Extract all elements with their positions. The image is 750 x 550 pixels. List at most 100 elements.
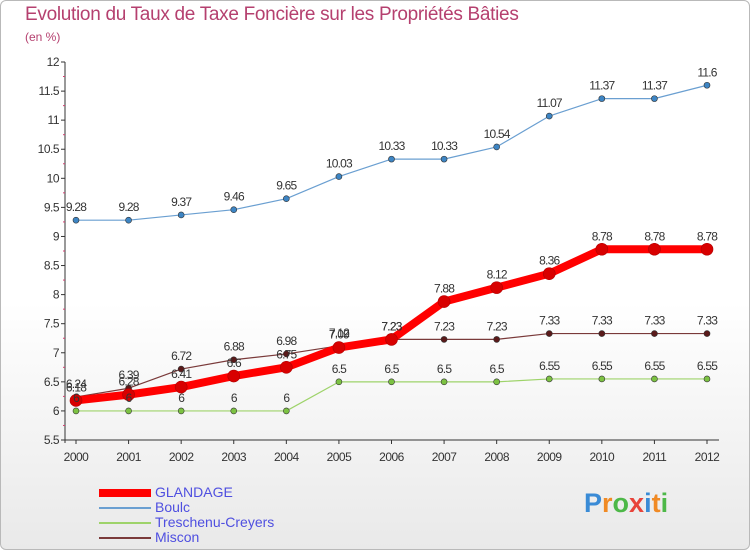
x-tick-label: 2003: [221, 450, 247, 464]
legend-label-boulc: Boulc: [155, 499, 191, 515]
data-point-miscon: [177, 365, 185, 373]
x-tick-label: 2007: [432, 450, 458, 464]
data-point-boulc: [283, 195, 290, 202]
data-label-boulc: 9.28: [119, 200, 140, 214]
chart-unit-label: (en %): [25, 30, 61, 44]
x-tick-label: 2002: [169, 450, 195, 464]
data-point-boulc: [545, 112, 553, 120]
data-label-glandage: 6.18: [66, 380, 87, 394]
data-label-boulc: 10.03: [326, 157, 353, 171]
data-point-treschenu-creyers: [335, 378, 343, 386]
data-label-miscon: 7.33: [539, 314, 560, 328]
data-point-treschenu-creyers: [177, 407, 185, 415]
logo-letter: t: [651, 488, 661, 518]
data-label-miscon: 7.23: [487, 319, 508, 333]
data-point-treschenu-creyers: [388, 378, 395, 386]
data-point-miscon: [230, 356, 238, 364]
data-point-boulc: [651, 95, 658, 102]
data-point-glandage: [174, 380, 188, 394]
data-label-treschenu-creyers: 6.55: [697, 359, 718, 373]
x-tick-label: 2012: [695, 450, 721, 464]
data-label-treschenu-creyers: 6: [73, 391, 80, 405]
data-label-glandage: 7.23: [381, 319, 402, 333]
data-point-boulc: [440, 155, 448, 163]
logo-letter: i: [644, 488, 652, 518]
legend-swatch-glandage: [99, 489, 151, 497]
data-label-miscon: 7.23: [381, 319, 402, 333]
data-label-glandage: 6.75: [276, 347, 297, 361]
data-label-boulc: 10.33: [378, 139, 405, 153]
data-point-glandage: [595, 242, 609, 256]
x-tick-label: 2005: [327, 450, 353, 464]
data-label-glandage: 6.6: [227, 356, 242, 370]
legend-swatch-treschenu-creyers: [99, 522, 151, 524]
data-label-miscon: 7.12: [329, 326, 350, 340]
data-point-boulc: [493, 143, 500, 151]
legend-swatch-boulc: [99, 507, 151, 509]
data-point-glandage: [122, 388, 135, 401]
y-tick-label: 7: [53, 346, 60, 360]
data-label-miscon: 6.98: [276, 334, 297, 348]
data-label-miscon: 7.33: [644, 314, 665, 328]
data-point-treschenu-creyers: [598, 375, 606, 383]
legend-label-glandage: GLANDAGE: [155, 484, 233, 500]
data-point-treschenu-creyers: [703, 375, 711, 383]
y-tick-label: 9.5: [44, 200, 60, 214]
data-point-boulc: [72, 216, 80, 224]
data-label-glandage: 6.28: [119, 375, 140, 389]
data-label-boulc: 11.37: [589, 79, 615, 93]
data-label-treschenu-creyers: 6.55: [539, 359, 560, 373]
data-point-miscon: [651, 330, 658, 337]
data-label-boulc: 10.54: [484, 127, 511, 141]
y-tick-label: 10: [47, 171, 60, 185]
x-tick-label: 2004: [274, 450, 300, 464]
data-point-boulc: [177, 211, 185, 219]
x-tick-label: 2000: [64, 450, 90, 464]
data-label-treschenu-creyers: 6: [231, 391, 238, 405]
data-point-treschenu-creyers: [545, 375, 553, 383]
data-label-miscon: 6.88: [224, 340, 245, 354]
data-label-glandage: 8.12: [487, 268, 508, 282]
data-label-treschenu-creyers: 6: [126, 391, 133, 405]
data-label-glandage: 8.78: [592, 229, 613, 243]
y-tick-label: 12: [47, 55, 60, 69]
data-label-boulc: 9.65: [276, 179, 297, 193]
data-point-glandage: [227, 369, 241, 383]
data-point-treschenu-creyers: [440, 378, 448, 386]
logo-letter: r: [602, 488, 613, 518]
legend-label-miscon: Miscon: [155, 529, 200, 545]
x-tick-label: 2001: [116, 450, 142, 464]
logo-letter: x: [629, 488, 645, 518]
data-point-glandage: [280, 361, 293, 374]
data-label-miscon: 7.33: [592, 314, 613, 328]
logo-letter: i: [660, 488, 669, 518]
data-point-glandage: [437, 295, 451, 308]
y-tick-label: 11.5: [39, 84, 60, 98]
data-label-boulc: 9.28: [66, 200, 87, 214]
data-label-glandage: 7.88: [434, 282, 455, 296]
data-label-treschenu-creyers: 6.5: [437, 362, 452, 376]
data-label-miscon: 7.33: [697, 314, 718, 328]
y-tick-label: 5.5: [44, 433, 60, 447]
data-point-glandage: [542, 267, 556, 280]
data-point-treschenu-creyers: [283, 407, 290, 415]
data-point-treschenu-creyers: [230, 407, 238, 415]
data-point-boulc: [598, 95, 606, 102]
data-point-treschenu-creyers: [651, 375, 658, 383]
y-tick-label: 11: [48, 113, 60, 127]
data-label-boulc: 11.07: [537, 96, 563, 110]
legend-swatch-miscon: [99, 537, 151, 539]
data-point-glandage: [700, 242, 714, 256]
data-point-boulc: [230, 206, 238, 214]
data-point-miscon: [703, 330, 711, 337]
data-point-boulc: [335, 173, 343, 180]
data-label-treschenu-creyers: 6.55: [644, 359, 665, 373]
data-point-glandage: [332, 341, 346, 354]
logo-letter: P: [584, 488, 603, 518]
x-tick-label: 2008: [484, 450, 510, 464]
data-label-miscon: 6.24: [66, 377, 87, 391]
data-point-miscon: [493, 336, 500, 343]
data-label-boulc: 11.6: [697, 65, 717, 79]
